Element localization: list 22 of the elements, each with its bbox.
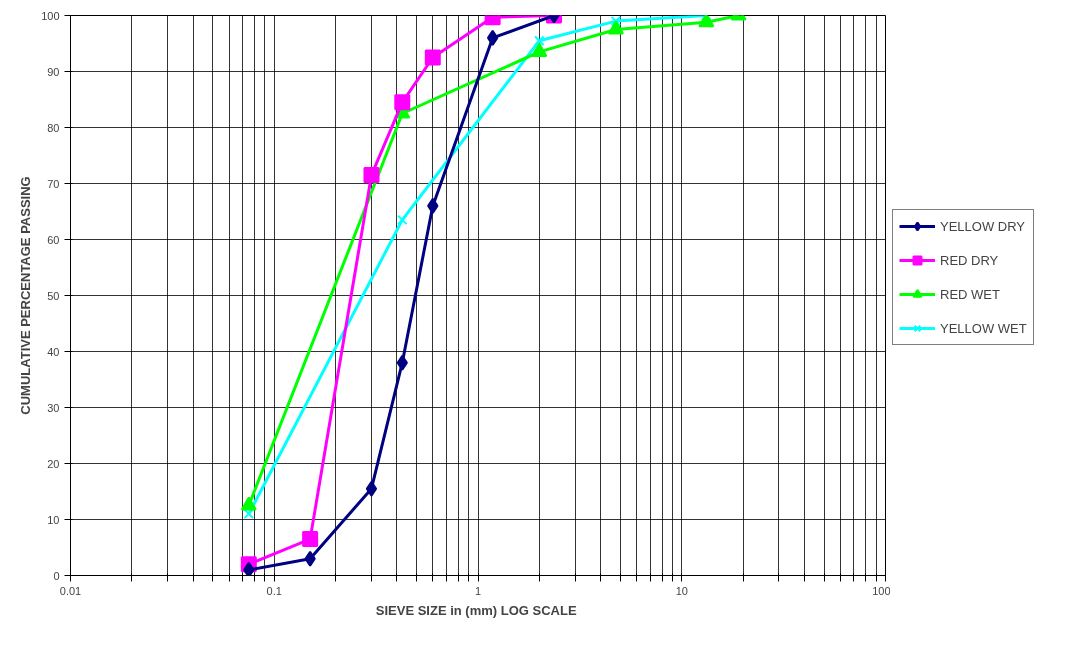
legend-label: RED DRY (940, 252, 999, 268)
y-tick-label: 40 (47, 345, 60, 358)
y-tick-label: 70 (47, 177, 60, 190)
x-tick-label: 10 (675, 584, 688, 597)
y-tick-label: 100 (41, 9, 60, 22)
legend-label: RED WET (940, 286, 1000, 302)
y-axis-title: CUMULATIVE PERCENTAGE PASSING (18, 176, 34, 415)
y-tick-label: 30 (47, 401, 60, 414)
y-tick-label: 80 (47, 121, 60, 134)
y-tick-label: 60 (47, 233, 60, 246)
legend-label: YELLOW WET (940, 320, 1027, 336)
y-tick-label: 10 (47, 513, 60, 526)
y-tick-label: 0 (53, 569, 60, 582)
y-tick-label: 90 (47, 65, 60, 78)
x-tick-label: 100 (872, 584, 891, 597)
y-tick-label: 20 (47, 457, 60, 470)
legend-label: YELLOW DRY (940, 218, 1026, 234)
x-tick-label: 0.1 (266, 584, 282, 597)
y-tick-label: 50 (47, 289, 60, 302)
x-tick-label: 0.01 (59, 584, 82, 597)
x-axis-title: SIEVE SIZE in (mm) LOG SCALE (375, 602, 577, 618)
x-tick-label: 1 (474, 584, 482, 597)
